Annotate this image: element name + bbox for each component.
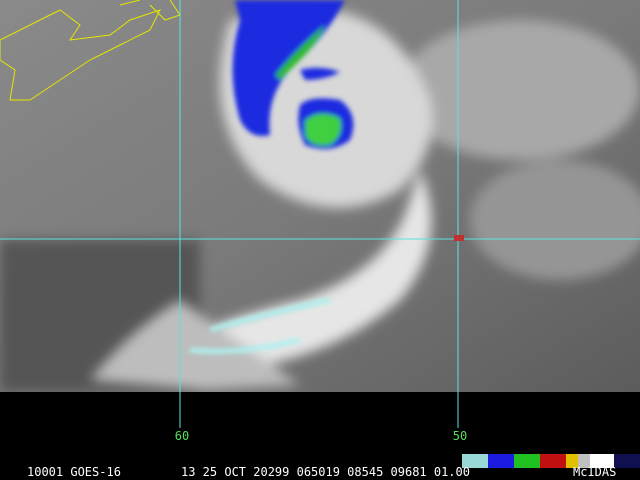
coastline: [0, 0, 181, 101]
grid-label: 60: [175, 429, 189, 443]
image-fields: 13 25 OCT 20299 065019 08545 09681 01.00: [181, 465, 470, 479]
cloud-tops: [189, 0, 354, 354]
color-bar: [462, 454, 640, 468]
cursor-marker: [454, 235, 464, 241]
satellite-id: 10001 GOES-16: [27, 465, 121, 479]
grid-label: 50: [453, 429, 467, 443]
software-logo: McIDAS: [573, 465, 616, 479]
